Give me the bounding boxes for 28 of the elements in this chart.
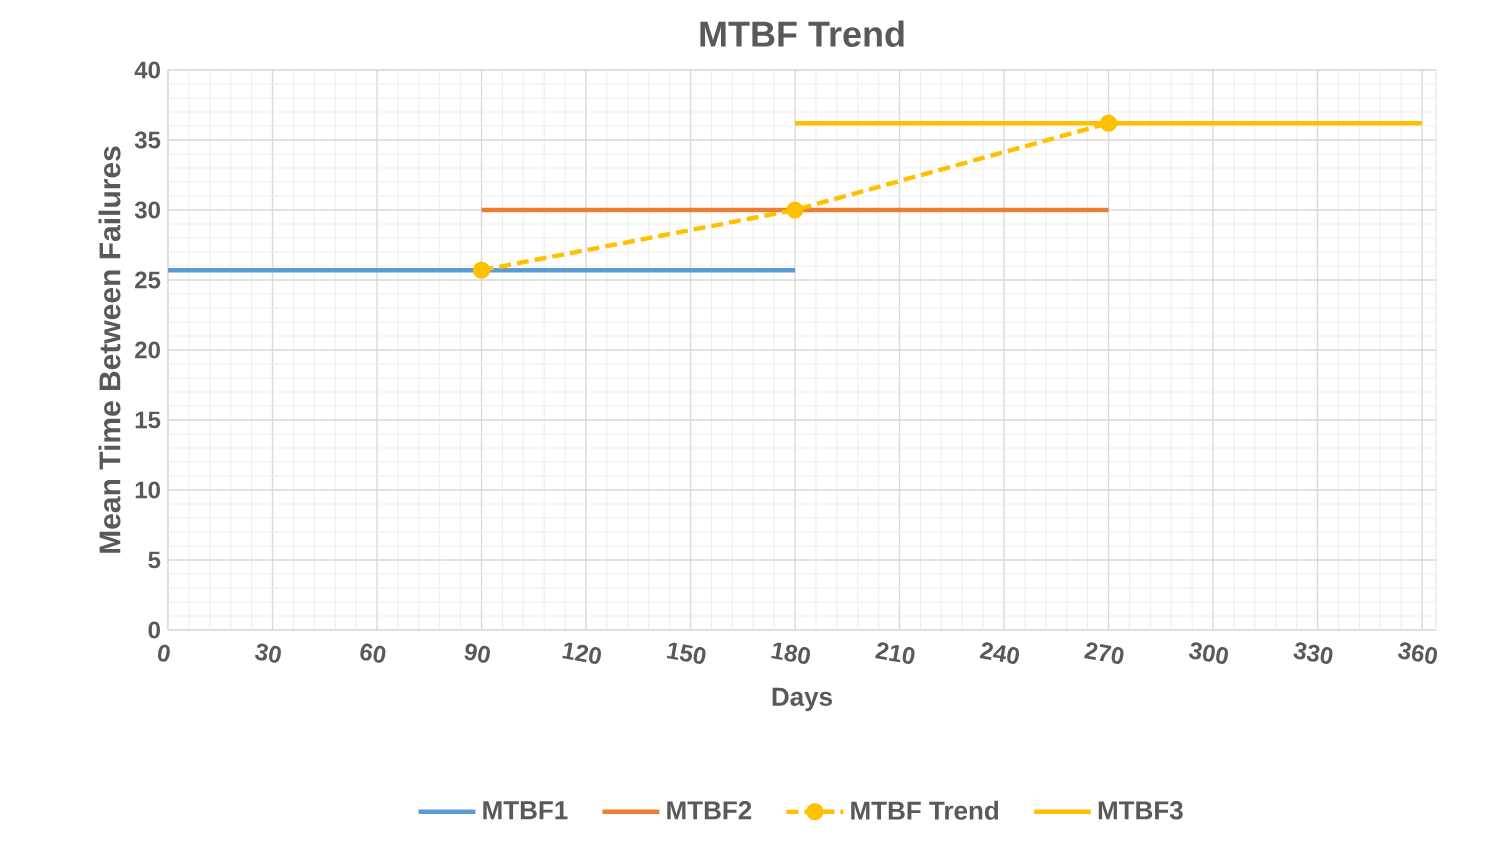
x-tick-label: 270 [1084,642,1124,664]
x-tick-label: 90 [464,643,490,663]
x-tick-label: 300 [1189,642,1229,664]
y-tick-label: 35 [134,131,161,149]
x-tick-label: 60 [360,643,386,663]
y-tick-label: 5 [148,551,161,569]
y-tick-label: 30 [134,201,160,219]
x-tick-label: 30 [255,643,281,663]
y-tick-label: 25 [135,271,161,289]
legend-label: MTBF Trend [851,800,999,820]
x-tick-label: 150 [666,642,706,664]
chart-title: MTBF Trend [700,20,904,47]
y-tick-label: 0 [148,621,160,639]
x-tick-label: 180 [771,642,810,664]
y-tick-label: 40 [134,61,160,79]
y-tick-label: 10 [135,481,160,499]
x-tick-label: 330 [1293,642,1333,664]
legend-label: MTBF3 [1098,801,1183,820]
x-tick-label: 240 [979,642,1019,664]
x-tick-label: 120 [562,642,601,664]
y-tick-label: 20 [135,341,160,359]
legend-label: MTBF1 [483,801,568,820]
y-tick-label: 15 [135,411,161,429]
y-axis-title: Mean Time Between Failures [98,146,121,553]
legend-label: MTBF2 [667,801,752,820]
x-tick-label: 210 [875,642,915,664]
x-axis-title: Days [772,687,832,712]
x-tick-label: 360 [1398,642,1438,664]
